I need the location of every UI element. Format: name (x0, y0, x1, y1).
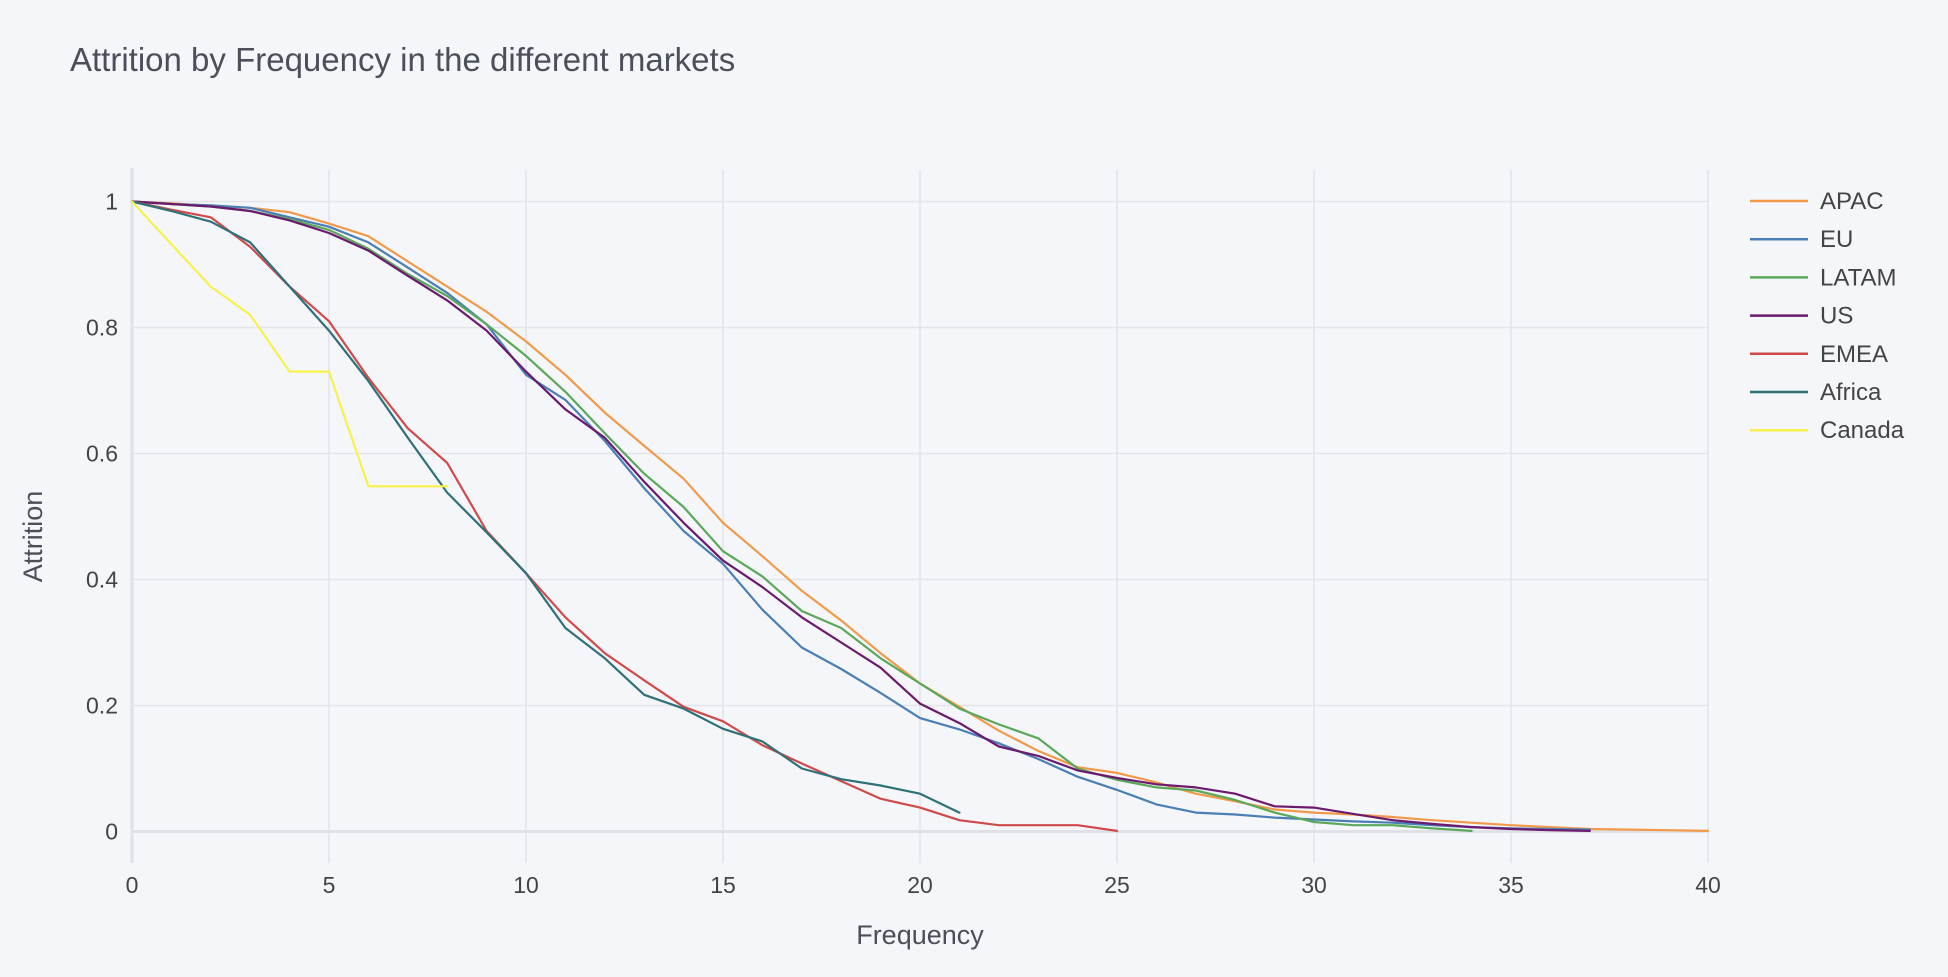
series-line-africa (130, 200, 961, 814)
legend-label: APAC (1820, 188, 1884, 215)
y-tick-label: 0.8 (86, 315, 118, 341)
x-tick-label: 20 (907, 872, 933, 898)
x-tick-label: 15 (710, 872, 736, 898)
y-axis-label: Attrition (18, 491, 48, 583)
legend-item-canada[interactable]: Canada (1750, 417, 1905, 444)
x-tick-label: 35 (1498, 872, 1524, 898)
x-tick-label: 30 (1301, 872, 1327, 898)
x-tick-label: 25 (1104, 872, 1130, 898)
legend[interactable]: APAC EU LATAM US EMEA Africa Canada (1750, 188, 1905, 444)
y-tick-label: 0.2 (86, 693, 118, 719)
legend-label: US (1820, 303, 1853, 330)
legend-label: EMEA (1820, 341, 1888, 368)
x-tick-label: 0 (126, 872, 139, 898)
legend-item-apac[interactable]: APAC (1750, 188, 1884, 215)
series-line-eu (130, 200, 1591, 831)
y-tick-label: 0 (105, 819, 118, 845)
legend-item-latam[interactable]: LATAM (1750, 264, 1896, 291)
x-tick-label: 10 (513, 872, 539, 898)
legend-label: Canada (1820, 417, 1905, 444)
x-axis-label: Frequency (856, 920, 984, 950)
legend-item-emea[interactable]: EMEA (1750, 341, 1888, 368)
x-tick-label: 40 (1695, 872, 1721, 898)
y-tick-label: 0.4 (86, 567, 118, 593)
grid-lines (130, 168, 1709, 863)
series-line-us (130, 200, 1591, 833)
legend-label: LATAM (1820, 264, 1896, 291)
y-tick-label: 1 (105, 189, 118, 215)
y-tick-label: 0.6 (86, 441, 118, 467)
legend-item-us[interactable]: US (1750, 303, 1853, 330)
series-line-canada (130, 200, 449, 488)
series-line-latam (130, 200, 1473, 833)
chart-title: Attrition by Frequency in the different … (70, 41, 735, 78)
x-tick-label: 5 (323, 872, 336, 898)
legend-label: EU (1820, 226, 1853, 253)
axes: 0 5 10 15 20 25 30 35 40 0 0.2 0.4 0.6 0.8 1 (86, 189, 1721, 899)
data-series (130, 200, 1710, 833)
legend-item-eu[interactable]: EU (1750, 226, 1853, 253)
legend-label: Africa (1820, 379, 1882, 406)
series-line-emea (130, 200, 1119, 833)
legend-item-africa[interactable]: Africa (1750, 379, 1882, 406)
